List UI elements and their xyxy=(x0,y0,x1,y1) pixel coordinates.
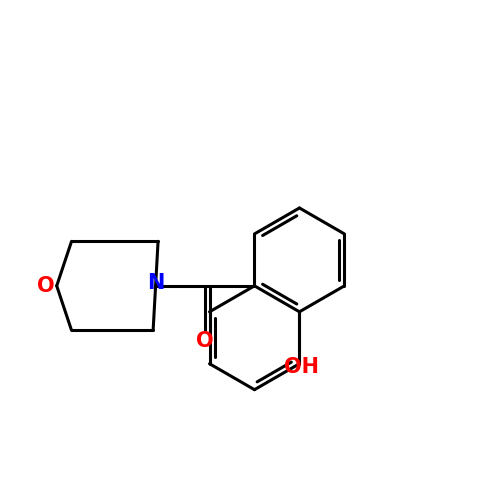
Text: O: O xyxy=(196,331,214,351)
Text: N: N xyxy=(147,274,164,293)
Text: OH: OH xyxy=(284,357,320,377)
Text: O: O xyxy=(37,276,54,296)
